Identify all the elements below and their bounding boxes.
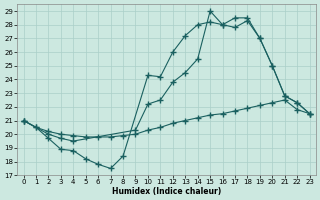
X-axis label: Humidex (Indice chaleur): Humidex (Indice chaleur) (112, 187, 221, 196)
